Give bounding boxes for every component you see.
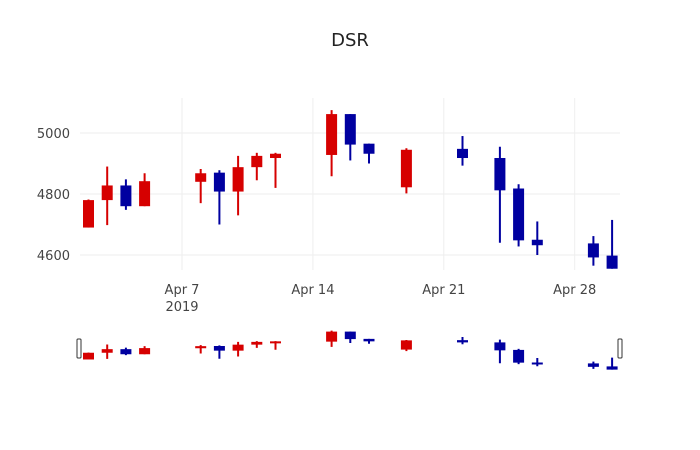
x-tick-label: Apr 14 [291,283,334,298]
candle[interactable] [606,219,618,269]
range-slider[interactable] [76,330,623,370]
candle[interactable] [139,173,151,207]
range-handle-left[interactable] [76,338,82,359]
y-tick-label: 4600 [37,249,70,264]
chart-title: DSR [331,30,369,51]
x-tick-label: Apr 7 [165,283,200,298]
candle[interactable] [513,184,525,247]
y-axis: 4600 4800 5000 [37,127,70,264]
candle[interactable] [344,114,356,161]
x-tick-label: Apr 21 [422,283,465,298]
candle[interactable] [587,236,599,266]
candle[interactable] [251,152,263,181]
y-tick-label: 5000 [37,127,70,142]
candles [83,110,618,269]
candle[interactable] [101,166,113,226]
range-handle-right[interactable] [617,338,623,359]
x-tick-year: 2019 [165,300,198,315]
candle[interactable] [213,170,225,225]
candle[interactable] [326,110,338,177]
candle[interactable] [457,136,468,166]
candle[interactable] [232,155,244,216]
candle[interactable] [83,199,94,228]
x-axis: Apr 7 2019 Apr 14 Apr 21 Apr 28 [165,283,597,315]
candle[interactable] [531,221,543,255]
candle[interactable] [270,152,281,188]
candle[interactable] [363,143,375,164]
candle[interactable] [195,168,207,204]
candle[interactable] [494,146,506,243]
y-tick-label: 4800 [37,188,70,203]
x-tick-label: Apr 28 [553,283,596,298]
candle[interactable] [120,179,132,210]
candle[interactable] [400,148,412,194]
